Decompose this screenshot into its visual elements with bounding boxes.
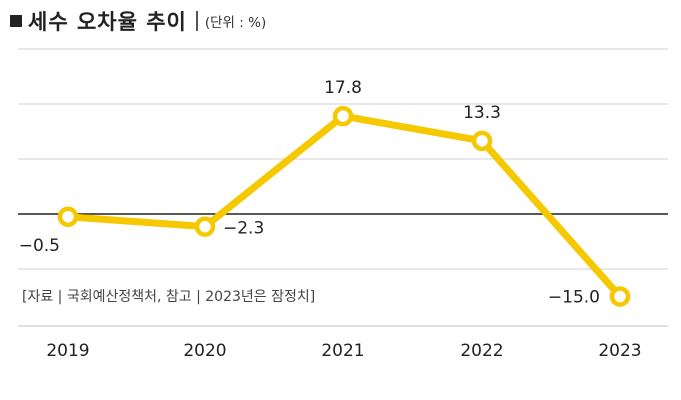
x-axis-ticks: 2019 2020 2021 2022 2023 — [46, 341, 641, 361]
unit-note: (단위 : %) — [204, 15, 267, 31]
source-note: [자료 | 국회예산정책처, 참고 | 2023년은 잠정치] — [22, 289, 315, 305]
title-divider — [195, 11, 198, 31]
title-square-icon — [10, 15, 22, 27]
grid-lines — [18, 48, 668, 327]
x-tick-2020: 2020 — [183, 341, 226, 361]
chart-title-row: 세수 오차율 추이 (단위 : %) — [10, 4, 266, 38]
data-point-2020 — [194, 216, 216, 237]
data-point-2019 — [57, 206, 79, 227]
data-label-2019: −0.5 — [19, 236, 60, 256]
x-tick-2021: 2021 — [321, 341, 364, 361]
x-tick-2023: 2023 — [598, 341, 641, 361]
data-point-2021 — [332, 105, 354, 127]
data-labels: −0.5 −2.3 17.8 13.3 −15.0 — [19, 78, 600, 307]
data-label-2021: 17.8 — [324, 78, 362, 98]
x-tick-2022: 2022 — [460, 341, 503, 361]
chart-title: 세수 오차율 추이 — [28, 10, 187, 34]
data-label-2020: −2.3 — [223, 219, 264, 239]
data-points — [57, 105, 631, 307]
x-tick-2019: 2019 — [46, 341, 89, 361]
data-point-2022 — [471, 130, 493, 152]
data-label-2022: 13.3 — [463, 103, 501, 123]
data-label-2023: −15.0 — [548, 288, 600, 308]
data-point-2023 — [609, 286, 631, 307]
